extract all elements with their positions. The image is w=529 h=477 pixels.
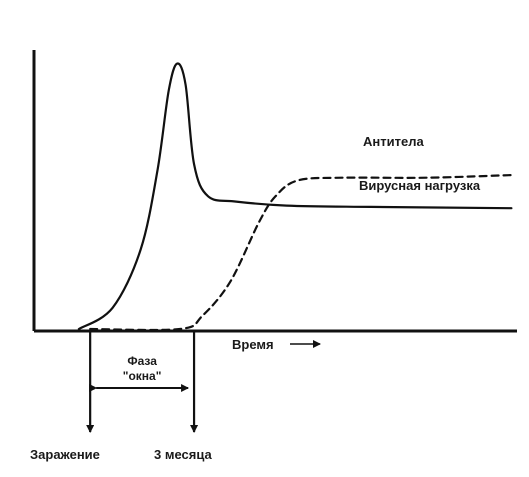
three-months-label: 3 месяца bbox=[154, 447, 212, 462]
legend-antibodies: Антитела bbox=[363, 134, 424, 149]
infection-label: Заражение bbox=[30, 447, 100, 462]
viral-load-line bbox=[77, 62, 513, 331]
window-phase-label-2: "окна" bbox=[123, 369, 162, 383]
legend-viral-load: Вирусная нагрузка bbox=[359, 178, 481, 193]
x-axis-label: Время bbox=[232, 337, 274, 352]
antibodies-line bbox=[89, 174, 513, 332]
window-phase-label-1: Фаза bbox=[127, 354, 157, 368]
series-layer bbox=[77, 62, 513, 332]
